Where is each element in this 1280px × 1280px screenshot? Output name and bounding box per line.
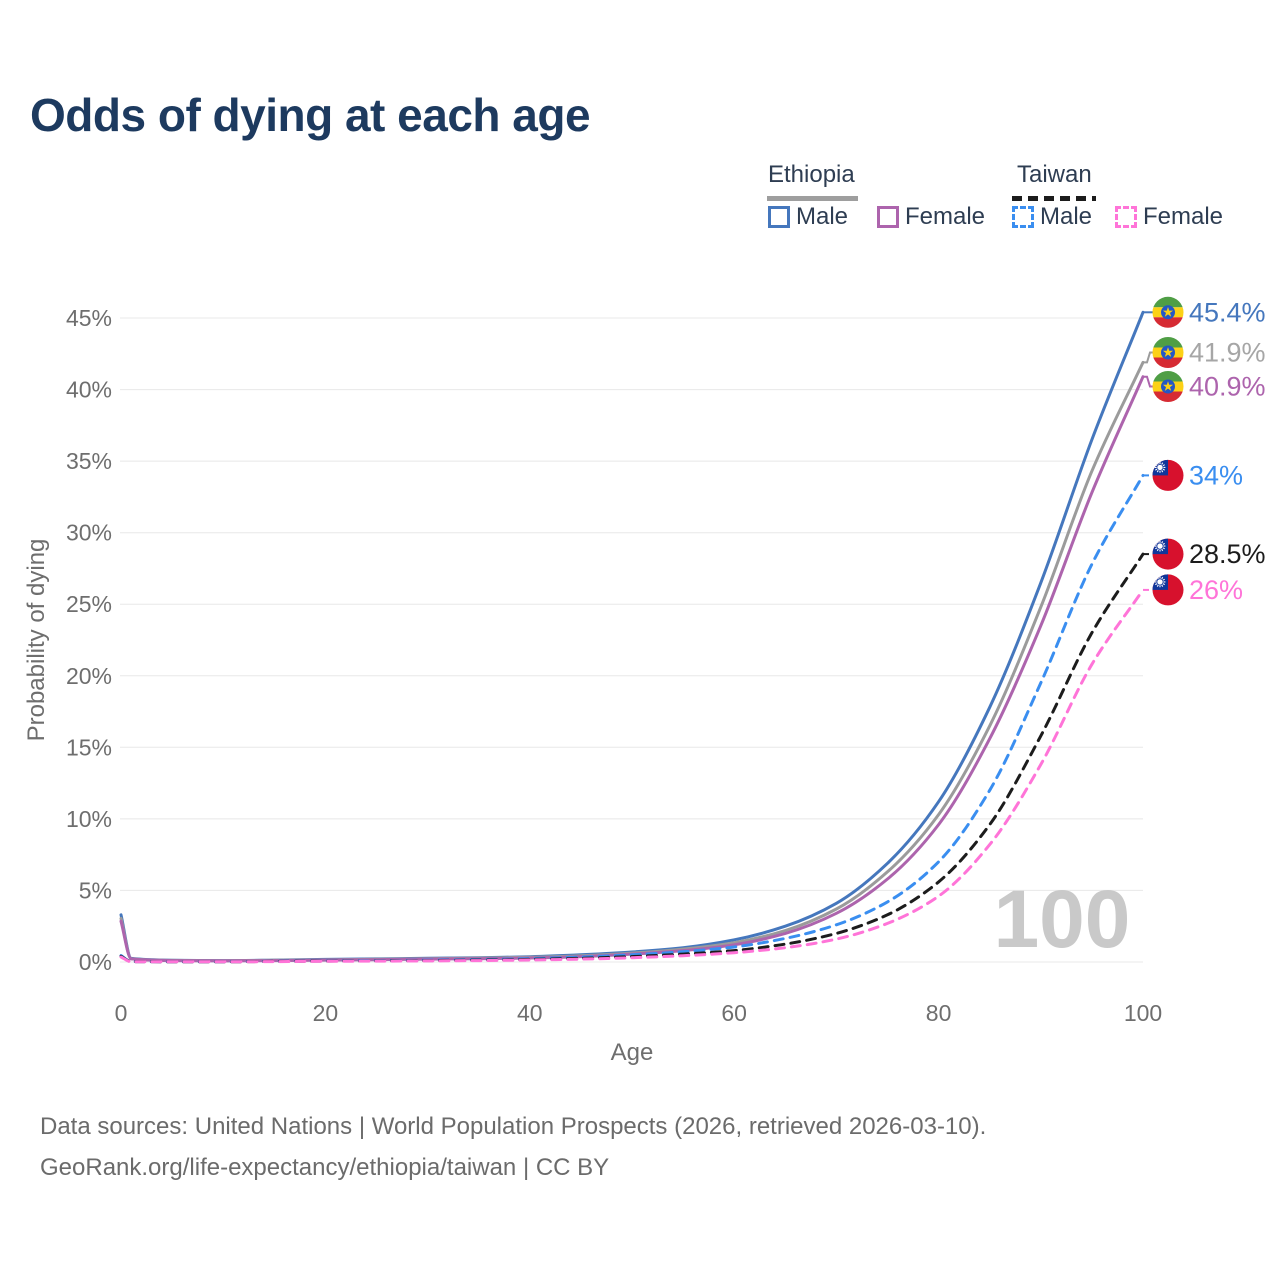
legend-item-ethiopia-male[interactable]: Male — [768, 203, 848, 231]
svg-text:0%: 0% — [79, 949, 112, 975]
svg-text:35%: 35% — [66, 448, 112, 474]
legend-item-label: Male — [1040, 203, 1093, 230]
svg-text:5%: 5% — [79, 877, 112, 903]
series-ethiopia-male-line[interactable] — [119, 310, 1145, 963]
svg-text:40%: 40% — [66, 377, 112, 403]
end-label-taiwan-female: 26% — [1189, 575, 1243, 605]
legend-group-label-taiwan: Taiwan — [1017, 161, 1092, 188]
watermark-age: 100 — [994, 874, 1131, 965]
end-label-ethiopia-both: 41.9% — [1189, 338, 1266, 368]
taiwan-female-swatch-icon — [1115, 206, 1137, 228]
ethiopia-flag-icon — [1152, 296, 1184, 328]
end-label-ethiopia-male: 45.4% — [1189, 297, 1266, 327]
ethiopia-male-swatch-icon — [768, 206, 790, 228]
series-ethiopia-female-line[interactable] — [119, 375, 1145, 963]
end-label-taiwan-both: 28.5% — [1189, 539, 1266, 569]
x-axis-ticks: 0 20 40 60 80 100 — [115, 1000, 1163, 1026]
taiwan-dashed-line-sample — [1012, 196, 1096, 201]
taiwan-flag-icon — [1152, 538, 1184, 570]
series-taiwan-male-line[interactable] — [119, 473, 1145, 964]
end-label-connector — [1143, 351, 1153, 364]
ethiopia-female-swatch-icon — [877, 206, 899, 228]
legend-item-label: Female — [905, 203, 986, 230]
svg-text:20: 20 — [313, 1000, 339, 1026]
ethiopia-flag-icon — [1152, 371, 1184, 402]
y-axis-label: Probability of dying — [23, 539, 50, 742]
series-ethiopia-both-line[interactable] — [119, 360, 1145, 963]
data-sources-line: Data sources: United Nations | World Pop… — [40, 1113, 987, 1140]
legend-item-taiwan-male[interactable]: Male — [1012, 203, 1092, 231]
svg-text:20%: 20% — [66, 663, 112, 689]
series-taiwan-female-line[interactable] — [119, 588, 1145, 964]
end-label-ethiopia-female: 40.9% — [1189, 372, 1266, 402]
svg-text:80: 80 — [926, 1000, 952, 1026]
legend-group-label-ethiopia: Ethiopia — [768, 161, 855, 188]
svg-text:0: 0 — [115, 1000, 128, 1026]
svg-text:30%: 30% — [66, 520, 112, 546]
gridlines — [120, 317, 1143, 963]
legend-item-ethiopia-female[interactable]: Female — [877, 203, 985, 231]
legend-item-label: Male — [796, 203, 849, 230]
svg-text:15%: 15% — [66, 734, 112, 760]
ethiopia-solid-line-sample — [767, 196, 858, 201]
ethiopia-flag-icon — [1152, 337, 1184, 368]
attribution-url-line: GeoRank.org/life-expectancy/ethiopia/tai… — [40, 1154, 610, 1181]
svg-text:25%: 25% — [66, 591, 112, 617]
legend-item-label: Female — [1143, 203, 1224, 230]
svg-text:45%: 45% — [66, 305, 112, 331]
source-attribution: Data sources: United Nations | World Pop… — [40, 1106, 986, 1188]
legend-item-taiwan-female[interactable]: Female — [1115, 203, 1223, 231]
taiwan-flag-icon — [1152, 459, 1184, 491]
end-label-connector — [1143, 375, 1153, 388]
page-title: Odds of dying at each age — [30, 89, 591, 141]
x-axis-label: Age — [611, 1039, 654, 1066]
series-taiwan-both-line[interactable] — [119, 552, 1145, 964]
svg-text:100: 100 — [1124, 1000, 1162, 1026]
taiwan-flag-icon — [1152, 574, 1184, 606]
end-label-taiwan-male: 34% — [1189, 460, 1243, 490]
y-axis-ticks: 0% 5% 10% 15% 20% 25% 30% 35% 40% 45% — [66, 305, 112, 975]
taiwan-male-swatch-icon — [1012, 206, 1034, 228]
svg-text:10%: 10% — [66, 806, 112, 832]
svg-text:40: 40 — [517, 1000, 543, 1026]
svg-text:60: 60 — [721, 1000, 747, 1026]
